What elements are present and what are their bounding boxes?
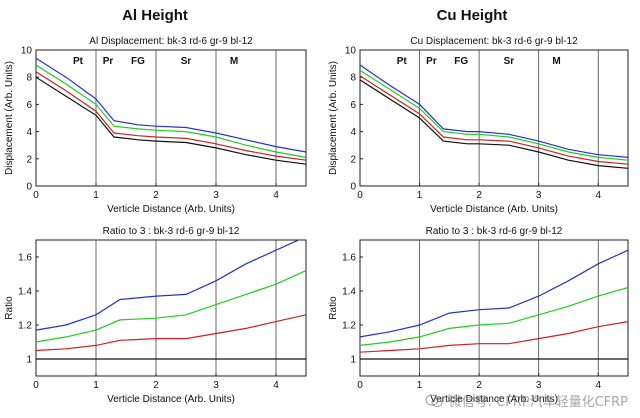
x-tick-label: 4 xyxy=(595,380,601,391)
series-line-gr-9 xyxy=(360,69,628,161)
plot-frame xyxy=(359,49,629,187)
x-axis-label: Verticle Distance (Arb. Units) xyxy=(107,394,235,405)
x-tick-label: 3 xyxy=(213,380,219,391)
cu-displacement-chart: Cu Displacement: bk-3 rd-6 gr-9 bl-12 0 1 2… xyxy=(328,36,629,215)
x-tick-label: 3 xyxy=(536,190,542,201)
x-tick-label: 1 xyxy=(417,190,423,201)
chart-title: Ratio to 3 : bk-3 rd-6 gr-9 bl-12 xyxy=(426,226,563,237)
x-tick-label: 2 xyxy=(153,190,159,201)
y-tick-label: 1.2 xyxy=(342,321,356,332)
y-tick-label: 6 xyxy=(350,100,356,111)
chart-title: Ratio to 3 : bk-3 rd-6 gr-9 bl-12 xyxy=(103,226,240,237)
series-line-rd-6 xyxy=(36,314,306,352)
y-axis-label: Ratio xyxy=(328,296,339,320)
x-tick-label: 3 xyxy=(536,380,542,391)
x-tick-label: 4 xyxy=(273,190,279,201)
y-tick-label: 10 xyxy=(345,46,357,57)
y-tick-label: 1.4 xyxy=(342,287,356,298)
series-line-rd-6 xyxy=(36,71,306,161)
region-label-m: M xyxy=(230,56,238,67)
series-line-bl-12 xyxy=(36,57,306,153)
al-displacement-chart: Al Displacement: bk-3 rd-6 gr-9 bl-12 0 1 2… xyxy=(4,36,307,215)
y-tick-label: 4 xyxy=(350,127,356,138)
y-axis-label: Displacement (Arb. Units) xyxy=(4,61,15,175)
series-group xyxy=(360,64,628,169)
series-line-gr-9 xyxy=(36,64,306,158)
y-tick-label: 2 xyxy=(26,154,32,165)
x-tick-label: 2 xyxy=(153,380,159,391)
x-tick-label: 0 xyxy=(33,380,39,391)
y-tick-label: 2 xyxy=(350,154,356,165)
series-group xyxy=(360,249,628,360)
series-group xyxy=(36,57,306,165)
watermark: 微信号: CFRP汽车轻量化CFRP xyxy=(425,391,628,410)
plot-frame xyxy=(35,239,307,377)
region-label-pr: Pr xyxy=(103,56,114,67)
x-tick-label: 2 xyxy=(476,380,482,391)
y-tick-label: 1.4 xyxy=(18,287,32,298)
y-tick-label: 0 xyxy=(350,182,356,193)
series-line-gr-9 xyxy=(360,287,628,346)
x-tick-label: 1 xyxy=(417,380,423,391)
al-ratio-chart: Ratio to 3 : bk-3 rd-6 gr-9 bl-12 0 1 2 3 4 1 1… xyxy=(4,226,307,405)
y-tick-label: 1.6 xyxy=(18,253,32,264)
region-label-fg: FG xyxy=(454,56,468,67)
x-axis-label: Verticle Distance (Arb. Units) xyxy=(430,204,558,215)
region-label-sr: Sr xyxy=(181,56,192,67)
y-tick-label: 8 xyxy=(26,73,32,84)
y-tick-label: 1.6 xyxy=(342,253,356,264)
watermark-text: 微信号: CFRP汽车轻量化CFRP xyxy=(448,395,628,410)
series-line-bk-3 xyxy=(36,76,306,165)
y-tick-label: 1 xyxy=(26,355,32,366)
x-axis-label: Verticle Distance (Arb. Units) xyxy=(107,204,235,215)
plot-frame xyxy=(359,239,629,377)
x-tick-label: 3 xyxy=(213,190,219,201)
cu-height-heading: Cu Height xyxy=(436,7,508,24)
plot-frame xyxy=(35,49,307,187)
y-tick-label: 10 xyxy=(21,46,33,57)
x-tick-label: 0 xyxy=(33,190,39,201)
chart-title: Cu Displacement: bk-3 rd-6 gr-9 bl-12 xyxy=(410,36,578,47)
x-tick-label: 0 xyxy=(357,190,363,201)
region-label-fg: FG xyxy=(131,56,145,67)
y-axis-label: Ratio xyxy=(4,296,15,320)
x-tick-label: 1 xyxy=(93,380,99,391)
x-tick-label: 1 xyxy=(93,190,99,201)
cu-ratio-chart: Ratio to 3 : bk-3 rd-6 gr-9 bl-12 0 1 2 3 4 1 1… xyxy=(328,226,629,405)
y-tick-label: 4 xyxy=(26,127,32,138)
series-line-bl-12 xyxy=(360,64,628,158)
y-axis-label: Displacement (Arb. Units) xyxy=(328,61,339,175)
series-line-bk-3 xyxy=(360,79,628,169)
x-tick-label: 4 xyxy=(595,190,601,201)
x-tick-label: 0 xyxy=(357,380,363,391)
region-label-m: M xyxy=(552,56,560,67)
y-tick-label: 1.2 xyxy=(18,321,32,332)
chart-title: Al Displacement: bk-3 rd-6 gr-9 bl-12 xyxy=(89,36,253,47)
y-tick-label: 8 xyxy=(350,73,356,84)
series-group xyxy=(36,240,306,360)
x-tick-label: 2 xyxy=(476,190,482,201)
x-tick-label: 4 xyxy=(273,380,279,391)
y-tick-label: 1 xyxy=(350,355,356,366)
series-line-rd-6 xyxy=(360,321,628,353)
series-line-bl-12 xyxy=(36,240,300,331)
series-line-rd-6 xyxy=(360,75,628,165)
series-line-gr-9 xyxy=(36,270,306,343)
region-label-pr: Pr xyxy=(426,56,437,67)
al-height-heading: Al Height xyxy=(122,7,188,24)
region-label-pt: Pt xyxy=(397,56,408,67)
x-axis-label: Verticle Distance (Arb. Units) xyxy=(430,394,558,405)
series-line-bl-12 xyxy=(360,249,628,338)
region-label-sr: Sr xyxy=(504,56,515,67)
region-label-pt: Pt xyxy=(73,56,84,67)
y-tick-label: 0 xyxy=(26,182,32,193)
y-tick-label: 6 xyxy=(26,100,32,111)
wechat-icon xyxy=(425,393,443,407)
